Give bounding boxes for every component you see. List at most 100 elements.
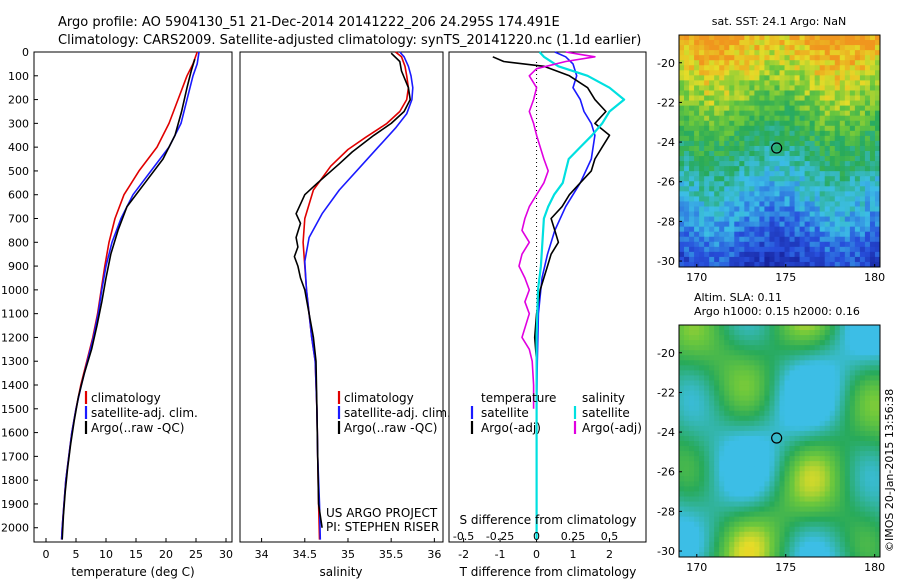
salinity-tick-label: 35 xyxy=(341,548,355,561)
heatmap-cell xyxy=(714,420,720,427)
heatmap-cell xyxy=(814,526,821,533)
heatmap-cell xyxy=(779,496,786,503)
heatmap-cell xyxy=(809,415,816,422)
heatmap-cell xyxy=(734,75,740,81)
heatmap-cell xyxy=(709,451,715,457)
heatmap-cell xyxy=(699,105,705,112)
heatmap-cell xyxy=(799,516,806,523)
heatmap-cell xyxy=(679,466,685,472)
heatmap-cell xyxy=(814,166,821,172)
heatmap-cell xyxy=(759,55,765,61)
heatmap-cell xyxy=(874,425,881,432)
heatmap-cell xyxy=(684,55,690,61)
heatmap-cell xyxy=(849,130,856,137)
heatmap-cell xyxy=(699,161,705,167)
heatmap-cell xyxy=(769,360,775,366)
heatmap-cell xyxy=(779,435,786,442)
heatmap-cell xyxy=(849,236,856,243)
heatmap-cell xyxy=(719,206,725,213)
heatmap-cell xyxy=(734,151,740,157)
heatmap-cell xyxy=(794,181,801,187)
heatmap-cell xyxy=(684,395,690,402)
heatmap-cell xyxy=(714,511,720,518)
heatmap-cell xyxy=(824,55,831,61)
heatmap-cell xyxy=(709,256,715,263)
heatmap-cell xyxy=(784,471,791,477)
heatmap-cell xyxy=(839,70,846,76)
heatmap-cell xyxy=(814,486,821,492)
heatmap-cell xyxy=(739,166,745,172)
heatmap-cell xyxy=(759,100,765,107)
heatmap-cell xyxy=(694,191,700,197)
heatmap-cell xyxy=(719,186,725,192)
heatmap-cell xyxy=(769,191,775,197)
heatmap-cell xyxy=(869,176,876,182)
heatmap-cell xyxy=(844,241,851,248)
heatmap-cell xyxy=(704,45,710,51)
heatmap-cell xyxy=(834,246,841,253)
heatmap-cell xyxy=(774,75,781,81)
depth-tick-label: 400 xyxy=(8,141,29,154)
heatmap-cell xyxy=(709,211,715,218)
heatmap-cell xyxy=(829,546,836,553)
heatmap-cell xyxy=(729,536,735,543)
heatmap-cell xyxy=(859,531,866,538)
heatmap-cell xyxy=(789,476,796,482)
heatmap-cell xyxy=(744,211,750,218)
heatmap-cell xyxy=(854,45,861,51)
heatmap-cell xyxy=(804,261,811,268)
heatmap-cell xyxy=(719,105,725,112)
heatmap-cell xyxy=(714,110,720,117)
heatmap-cell xyxy=(714,435,720,442)
heatmap-cell xyxy=(824,110,831,117)
heatmap-cell xyxy=(804,145,811,152)
heatmap-cell xyxy=(769,491,775,497)
heatmap-cell xyxy=(704,516,710,523)
heatmap-cell xyxy=(759,171,765,177)
heatmap-cell xyxy=(789,466,796,472)
heatmap-cell xyxy=(799,231,806,238)
heatmap-cell xyxy=(749,360,755,366)
heatmap-cell xyxy=(839,115,846,122)
heatmap-cell xyxy=(789,60,796,66)
heatmap-cell xyxy=(844,446,851,452)
heatmap-cell xyxy=(724,506,730,513)
heatmap-cell xyxy=(759,40,765,46)
heatmap-cell xyxy=(679,340,685,346)
heatmap-cell xyxy=(684,60,690,66)
heatmap-cell xyxy=(789,385,796,392)
heatmap-cell xyxy=(824,415,831,422)
credit-text: ©IMOS 20-Jan-2015 13:56:38 xyxy=(883,389,896,552)
heatmap-cell xyxy=(759,536,765,543)
heatmap-cell xyxy=(779,135,786,142)
heatmap-cell xyxy=(709,456,715,462)
heatmap-cell xyxy=(789,335,796,341)
heatmap-cell xyxy=(819,541,826,548)
heatmap-cell xyxy=(699,466,705,472)
heatmap-cell xyxy=(714,400,720,407)
heatmap-cell xyxy=(864,85,871,91)
heatmap-cell xyxy=(844,90,851,97)
heatmap-cell xyxy=(849,261,856,268)
heatmap-cell xyxy=(874,461,881,467)
heatmap-cell xyxy=(864,251,871,258)
heatmap-cell xyxy=(714,466,720,472)
heatmap-cell xyxy=(804,330,811,336)
heatmap-cell xyxy=(754,551,760,558)
heatmap-cell xyxy=(849,481,856,487)
heatmap-cell xyxy=(759,201,765,207)
heatmap-cell xyxy=(874,466,881,472)
heatmap-cell xyxy=(804,355,811,361)
heatmap-cell xyxy=(804,546,811,553)
heatmap-cell xyxy=(799,441,806,447)
heatmap-cell xyxy=(864,231,871,238)
heatmap-cell xyxy=(709,151,715,157)
heatmap-cell xyxy=(839,246,846,253)
heatmap-cell xyxy=(759,161,765,167)
heatmap-cell xyxy=(709,75,715,81)
heatmap-cell xyxy=(859,491,866,497)
heatmap-cell xyxy=(814,171,821,177)
heatmap-cell xyxy=(754,496,760,503)
heatmap-cell xyxy=(864,451,871,457)
heatmap-cell xyxy=(719,140,725,147)
